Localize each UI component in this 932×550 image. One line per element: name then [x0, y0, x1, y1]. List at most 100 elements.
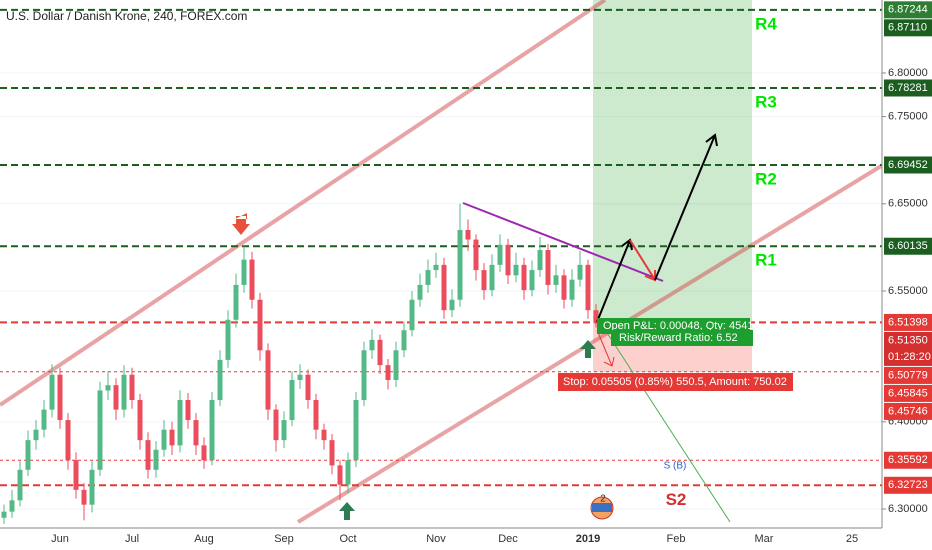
candle-body: [225, 319, 231, 360]
candle-body: [41, 409, 47, 430]
price-label: 6.50779: [888, 369, 928, 381]
price-box: [884, 1, 932, 19]
y-tick-label: 6.30000: [888, 503, 928, 515]
candle-body: [329, 440, 335, 466]
candle-body: [513, 264, 519, 276]
sell-marker: [232, 213, 250, 235]
price-box: [884, 156, 932, 174]
price-label: 6.87110: [888, 22, 927, 34]
candle-body: [441, 264, 447, 311]
price-box: [884, 402, 932, 420]
candle-body: [177, 400, 183, 446]
price-label: 6.45845: [888, 387, 928, 399]
price-label: 6.60135: [888, 240, 928, 252]
x-tick-label: Dec: [498, 533, 518, 545]
y-tick-label: 6.75000: [888, 111, 928, 123]
price-box: [884, 19, 932, 37]
x-tick-label: Aug: [194, 533, 214, 545]
level-label: R1: [755, 251, 777, 270]
candle-body: [241, 259, 247, 285]
price-label: 6.51398: [888, 316, 928, 328]
y-tick-label: 6.55000: [888, 285, 928, 297]
candle-body: [193, 420, 199, 446]
rr-text: Risk/Reward Ratio: 6.52: [619, 332, 738, 344]
candle-body: [89, 469, 95, 505]
y-tick-label: 6.80000: [888, 67, 928, 79]
level-label: S2: [666, 490, 687, 509]
candle-body: [129, 374, 135, 401]
channel-upper: [0, 0, 607, 407]
buy-marker: [580, 340, 596, 358]
candle-body: [17, 469, 23, 501]
price-label: 6.32723: [888, 479, 928, 491]
candle-body: [497, 244, 503, 265]
candle-body: [545, 250, 551, 285]
candle-body: [473, 239, 479, 271]
x-tick-label: Mar: [755, 533, 774, 545]
candle-body: [273, 409, 279, 441]
rr-box: [611, 330, 753, 346]
marker-text: S (B): [664, 461, 687, 472]
trend-line: [462, 202, 664, 282]
candle-body: [137, 400, 143, 441]
level-label: R2: [755, 169, 777, 188]
event-badge: 2: [600, 494, 606, 505]
candle-body: [489, 264, 495, 291]
candle-body: [369, 339, 375, 351]
candle-body: [417, 284, 423, 300]
projection-line: [599, 321, 731, 523]
x-tick-label: Jul: [125, 533, 139, 545]
candle-body: [185, 400, 191, 421]
x-tick-label: 2019: [576, 533, 600, 545]
candle-body: [481, 270, 487, 291]
candle-body: [377, 339, 383, 366]
x-tick-label: Jun: [51, 533, 69, 545]
candle-body: [113, 385, 119, 410]
candle-body: [593, 310, 599, 323]
arrow: [596, 329, 615, 367]
candle-body: [209, 400, 215, 461]
candle-body: [201, 445, 207, 461]
x-tick-label: Nov: [426, 533, 446, 545]
countdown: 01:28:20: [888, 351, 931, 363]
candle-body: [529, 270, 535, 291]
candle-body: [121, 374, 127, 410]
candle-body: [65, 420, 71, 461]
x-tick-label: 25: [846, 533, 858, 545]
candle-body: [433, 264, 439, 271]
candle-body: [249, 259, 255, 300]
candle-body: [577, 264, 583, 280]
x-tick-label: Feb: [667, 533, 686, 545]
candle-body: [321, 429, 327, 441]
price-box: [884, 79, 932, 97]
candle-body: [105, 385, 111, 391]
candle-body: [25, 440, 31, 470]
candle-body: [233, 284, 239, 320]
arrow: [654, 133, 718, 281]
candle-body: [153, 449, 159, 470]
candle-body: [265, 350, 271, 410]
candle-body: [345, 460, 351, 485]
candles: [1, 203, 599, 524]
candle-body: [337, 465, 343, 485]
price-box: [884, 237, 932, 255]
buy-marker: [339, 502, 355, 520]
y-tick-label: 6.65000: [888, 198, 928, 210]
stop-box: [558, 373, 793, 391]
candle-body: [585, 264, 591, 311]
candle-body: [425, 270, 431, 285]
price-box: [884, 331, 932, 366]
price-label: 6.87244: [888, 4, 928, 16]
price-box: [884, 384, 932, 402]
price-label: 6.51350: [888, 334, 928, 346]
candle-body: [393, 350, 399, 380]
candle-body: [505, 244, 511, 276]
candle-body: [361, 350, 367, 401]
event-flag: [592, 503, 612, 512]
candle-body: [401, 330, 407, 351]
x-tick-label: Oct: [339, 533, 356, 545]
candle-body: [217, 359, 223, 401]
